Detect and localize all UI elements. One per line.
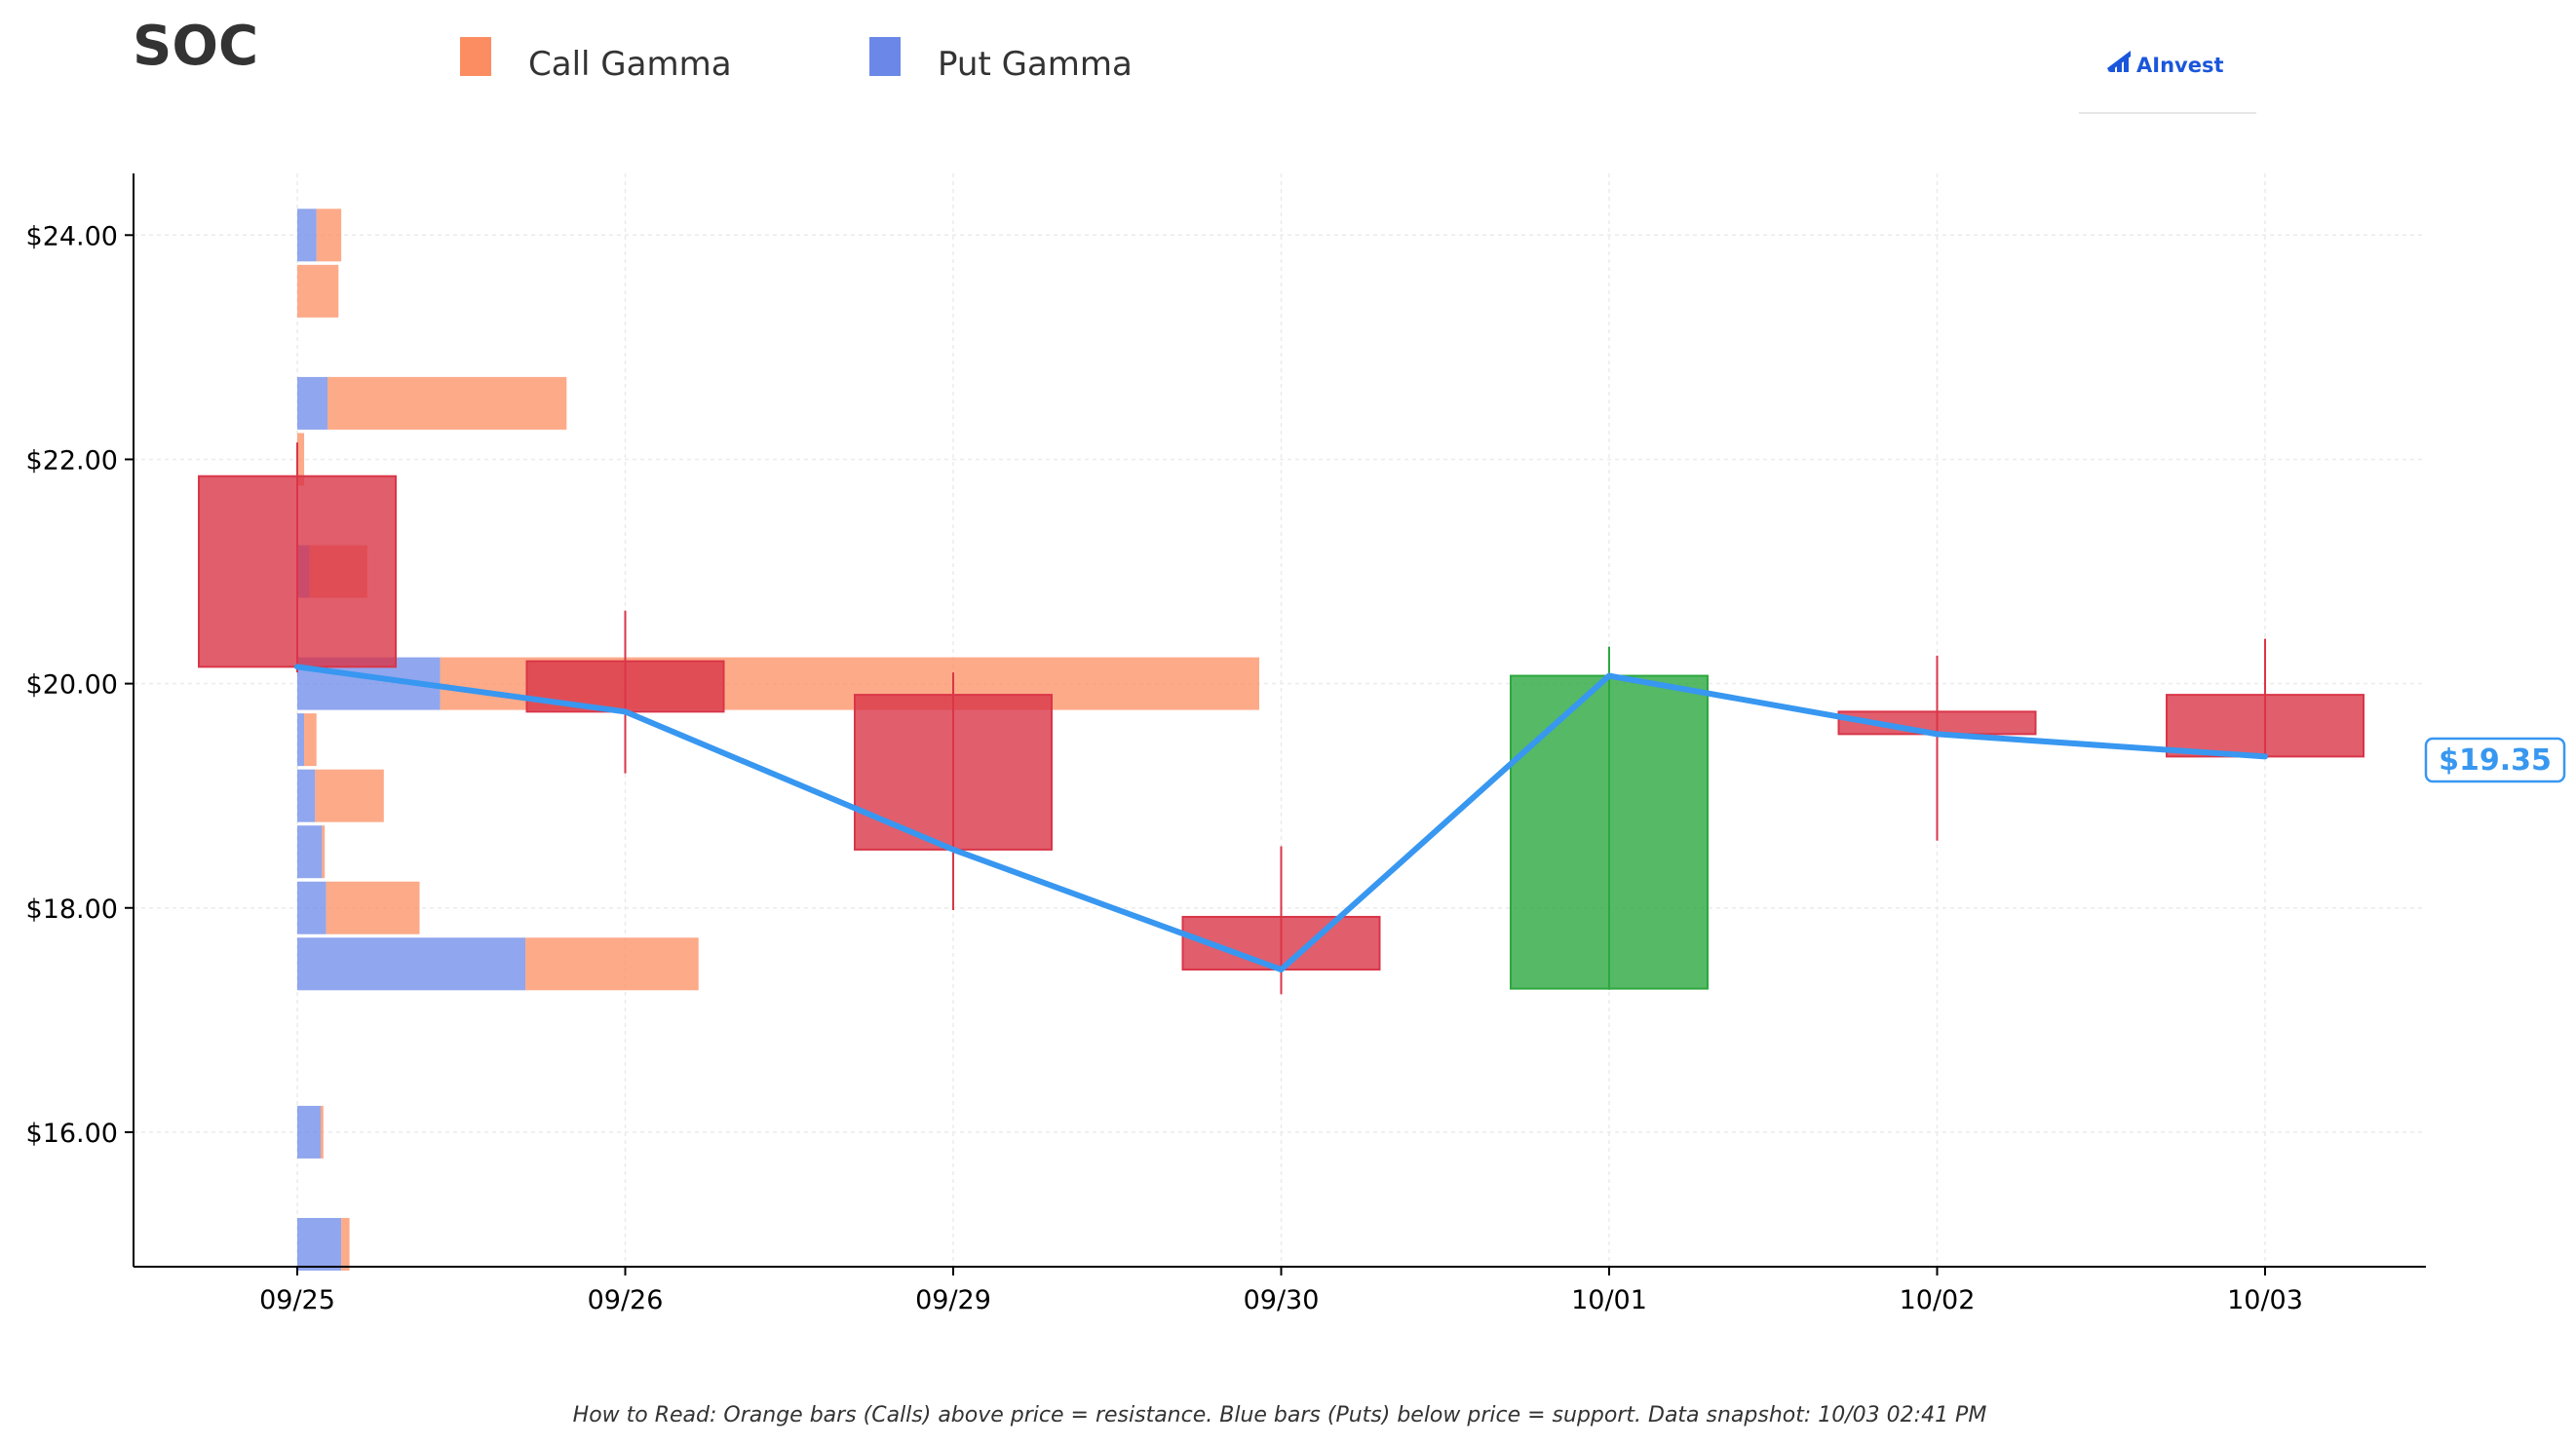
put-gamma-bar bbox=[297, 376, 328, 430]
call-gamma-bar bbox=[322, 825, 326, 879]
y-axis-ticks: $16.00 $18.00 $20.00 $22.00 $24.00 bbox=[26, 221, 134, 1149]
put-gamma-bar bbox=[297, 769, 316, 822]
y-tick-label: $24.00 bbox=[26, 221, 118, 251]
put-gamma-bar bbox=[297, 937, 526, 991]
close-line-path bbox=[294, 664, 2268, 973]
candle-body bbox=[1510, 674, 1709, 990]
x-tick-label: 10/03 bbox=[2227, 1285, 2303, 1315]
legend-put-swatch bbox=[869, 37, 901, 76]
y-tick-label: $22.00 bbox=[26, 445, 118, 476]
legend-call-label: Call Gamma bbox=[528, 45, 732, 84]
legend-put-label: Put Gamma bbox=[938, 45, 1133, 84]
candle-body bbox=[854, 694, 1053, 851]
put-gamma-bar bbox=[297, 1217, 342, 1271]
logo-text: AInvest bbox=[2136, 54, 2224, 77]
current-price-label: $19.35 bbox=[2439, 743, 2552, 778]
current-price-box bbox=[2424, 737, 2566, 783]
current-price-tag: $19.35 bbox=[2424, 737, 2566, 783]
candle-body bbox=[2166, 694, 2365, 758]
x-tick-label: 09/26 bbox=[588, 1285, 664, 1315]
gamma-bars bbox=[297, 209, 1259, 1271]
call-gamma-bar bbox=[525, 937, 699, 991]
y-tick-label: $16.00 bbox=[26, 1119, 118, 1149]
call-gamma-bar bbox=[304, 713, 317, 767]
close-price-line bbox=[294, 664, 2268, 973]
legend-call-swatch bbox=[460, 37, 491, 76]
candles bbox=[198, 442, 2365, 995]
call-gamma-bar bbox=[327, 376, 567, 430]
x-tick-label: 10/01 bbox=[1571, 1285, 1647, 1315]
logo-chart-icon bbox=[2107, 51, 2131, 72]
x-tick-label: 09/29 bbox=[915, 1285, 991, 1315]
footer-note: How to Read: Orange bars (Calls) above p… bbox=[573, 1403, 1987, 1427]
x-tick-label: 09/30 bbox=[1244, 1285, 1320, 1315]
x-axis-ticks: 09/25 09/26 09/29 09/30 10/01 10/02 10/03 bbox=[259, 1267, 2303, 1315]
grid bbox=[134, 173, 2426, 1267]
call-gamma-bar bbox=[297, 433, 305, 486]
call-gamma-bar bbox=[341, 1217, 350, 1271]
put-gamma-bar bbox=[297, 825, 323, 879]
candle-body bbox=[198, 475, 397, 668]
x-tick-label: 09/25 bbox=[259, 1285, 335, 1315]
y-tick-label: $20.00 bbox=[26, 670, 118, 701]
call-gamma-bar bbox=[297, 264, 339, 318]
call-gamma-bar bbox=[320, 1105, 324, 1159]
x-tick-label: 10/02 bbox=[1900, 1285, 1976, 1315]
call-gamma-bar bbox=[326, 881, 420, 934]
put-gamma-bar bbox=[297, 209, 317, 262]
put-gamma-bar bbox=[297, 713, 305, 767]
put-gamma-bar bbox=[297, 881, 327, 934]
chart-title: SOC bbox=[133, 15, 258, 78]
ainvest-logo: AInvest bbox=[2079, 51, 2256, 114]
call-gamma-bar bbox=[316, 209, 342, 262]
y-tick-label: $18.00 bbox=[26, 894, 118, 925]
legend: Call Gamma Put Gamma bbox=[460, 37, 1133, 84]
call-gamma-bar bbox=[315, 769, 384, 822]
put-gamma-bar bbox=[297, 1105, 321, 1159]
